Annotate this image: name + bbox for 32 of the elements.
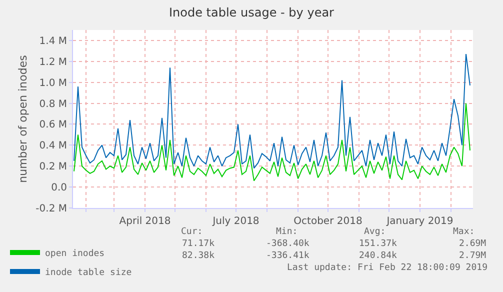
legend-label: open inodes xyxy=(45,249,105,260)
text: -336.41k xyxy=(266,251,310,261)
text: Max: xyxy=(453,227,475,237)
x-tick-label: January 2019 xyxy=(386,216,454,227)
chart-title: Inode table usage - by year xyxy=(169,5,334,20)
y-axis-title: number of open inodes xyxy=(16,54,30,183)
text: 240.84k xyxy=(359,251,398,261)
y-tick-label: 1.0 M xyxy=(39,78,67,89)
legend-label: inode table size xyxy=(45,268,132,278)
x-tick-label: April 2018 xyxy=(119,216,171,227)
text: -368.40k xyxy=(266,239,310,249)
text: Cur: xyxy=(181,227,203,237)
y-tick-label: 0.0 xyxy=(51,182,67,194)
text: 151.37k xyxy=(359,239,398,249)
text: Min: xyxy=(276,227,298,237)
y-tick-label: -0.2 M xyxy=(36,204,67,214)
text: 71.17k xyxy=(182,239,216,249)
line-series xyxy=(74,54,470,169)
y-tick-label: 1.4 M xyxy=(39,36,67,47)
text: 2.69M xyxy=(459,239,487,249)
text: 2.79M xyxy=(459,251,487,261)
x-tick-label: July 2018 xyxy=(212,216,260,227)
text: Last update: Fri Feb 22 18:00:09 2019 xyxy=(287,263,488,273)
y-tick-label: 0.6 M xyxy=(39,120,67,131)
y-tick-label: 0.8 M xyxy=(39,98,67,110)
text: Avg: xyxy=(364,227,386,237)
line-series xyxy=(74,102,470,182)
text: 82.38k xyxy=(182,251,216,261)
y-tick-label: 0.4 M xyxy=(39,140,67,152)
x-tick-label: October 2018 xyxy=(294,216,362,227)
y-tick-label: 1.2 M xyxy=(39,56,67,68)
y-tick-label: 0.2 M xyxy=(39,162,67,173)
